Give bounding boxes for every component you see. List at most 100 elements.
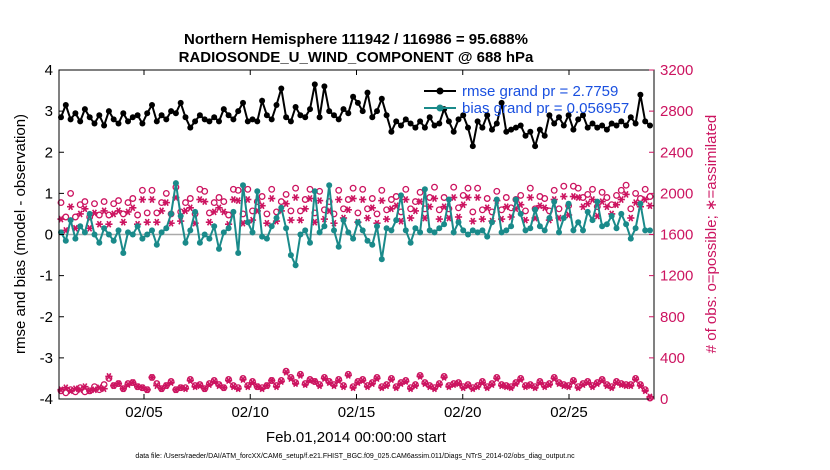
obs_assimilated-point: [282, 200, 290, 208]
rmse-point: [235, 108, 242, 115]
obs_bottom_assimilated-point: [387, 375, 395, 383]
obs_bottom_possible-point: [608, 383, 616, 391]
rmse-point: [326, 108, 333, 115]
obs_bottom_possible-point: [646, 394, 654, 402]
bias-point: [556, 229, 562, 236]
rmse-point: [331, 112, 337, 119]
obs_assimilated-point: [186, 204, 194, 212]
rmse-point: [623, 122, 630, 129]
bias-point: [311, 188, 318, 195]
obs_assimilated-point: [148, 196, 156, 204]
bias-point: [364, 237, 371, 244]
x-tick-label: 02/15: [338, 404, 376, 421]
obs_bottom_assimilated-point: [287, 374, 295, 382]
obs_assimilated-point: [301, 205, 309, 213]
plot-area: [57, 81, 654, 402]
obs_bottom_assimilated-point: [363, 383, 372, 391]
bias-point: [383, 225, 390, 232]
legend: rmse grand pr = 2.7759 bias grand pr = 0…: [424, 83, 629, 117]
obs_bottom_assimilated-point: [330, 382, 338, 390]
obs_possible-point: [560, 182, 568, 190]
obs_bottom_possible-point: [421, 379, 429, 387]
rmse-point: [589, 120, 596, 127]
obs_assimilated-point: [181, 207, 190, 215]
bias-point: [541, 227, 548, 234]
obs_bottom_assimilated-point: [474, 383, 482, 391]
obs_possible-point: [162, 189, 170, 197]
bias-point: [369, 241, 376, 248]
legend-rmse-marker: [436, 87, 444, 95]
obs_bottom_assimilated-point: [311, 377, 319, 386]
bias-point: [426, 227, 433, 234]
rmse-point: [216, 118, 222, 125]
obs_bottom_assimilated-point: [435, 381, 443, 389]
bias-point: [603, 221, 610, 228]
rmse-point: [484, 112, 491, 119]
obs_bottom_assimilated-point: [196, 382, 204, 390]
rmse-point: [263, 112, 270, 119]
obs_assimilated-point: [603, 203, 611, 211]
obs_assimilated-point: [95, 220, 103, 228]
obs_bottom_assimilated-point: [181, 385, 190, 393]
obs_bottom_assimilated-point: [201, 385, 209, 393]
obs_possible-point: [613, 191, 620, 199]
obs_bottom_possible-point: [239, 374, 247, 382]
obs_bottom_possible-point: [282, 367, 290, 375]
obs_possible-point: [517, 191, 525, 199]
obs_bottom_assimilated-point: [210, 377, 218, 386]
obs_assimilated-point: [76, 210, 84, 218]
bias-point: [254, 188, 261, 195]
obs_assimilated-point: [383, 215, 391, 223]
obs_assimilated-point: [210, 208, 218, 216]
obs_bottom_possible-point: [536, 378, 544, 385]
rmse-point: [469, 143, 476, 150]
obs_bottom_assimilated-point: [76, 386, 84, 394]
obs_bottom_assimilated-point: [421, 380, 429, 388]
obs_possible-point: [598, 188, 606, 196]
obs_assimilated-point: [292, 193, 300, 202]
obs_bottom_assimilated-point: [430, 385, 439, 393]
obs_bottom_assimilated-point: [584, 379, 592, 387]
bias-point: [177, 213, 184, 219]
obs_bottom_assimilated-point: [507, 384, 515, 392]
obs_bottom_assimilated-point: [325, 379, 333, 387]
obs_bottom_assimilated-point: [545, 381, 553, 389]
y-tick-label-right: 2800: [660, 103, 693, 120]
y-tick-label-right: 0: [660, 391, 668, 408]
bias-point: [560, 215, 567, 221]
bias-point: [287, 252, 294, 259]
bias-point: [474, 229, 481, 236]
rmse-point: [374, 108, 380, 115]
obs_bottom_assimilated-point: [100, 385, 108, 393]
obs_possible-point: [373, 210, 381, 218]
rmse-point: [479, 124, 486, 131]
obs_bottom_assimilated-point: [167, 379, 175, 387]
rmse-point: [364, 89, 371, 96]
bias-point: [316, 229, 323, 236]
obs_bottom_possible-point: [292, 379, 300, 387]
bias-point: [469, 227, 476, 234]
obs_assimilated-point: [287, 216, 295, 224]
bias-point: [62, 237, 69, 244]
obs_bottom_assimilated-point: [512, 380, 520, 388]
bias-point: [321, 223, 328, 230]
obs_bottom_assimilated-point: [81, 383, 89, 391]
bias-point: [263, 235, 270, 242]
bias-point: [115, 227, 122, 234]
obs_bottom_assimilated-point: [119, 385, 127, 393]
obs_possible-point: [632, 189, 640, 197]
obs_assimilated-point: [459, 201, 467, 209]
bias-point: [125, 229, 131, 236]
rmse-point: [647, 122, 653, 129]
obs_assimilated-point: [646, 202, 654, 210]
rmse-point: [149, 102, 155, 108]
obs_bottom_possible-point: [186, 376, 194, 383]
obs_bottom_assimilated-point: [71, 385, 79, 393]
obs_assimilated-point: [296, 216, 304, 224]
rmse-point: [62, 102, 69, 108]
obs_assimilated-point: [584, 200, 592, 208]
bias-point: [388, 227, 395, 234]
rmse-point: [273, 102, 280, 108]
x-tick-label: 02/25: [550, 404, 588, 421]
obs_bottom_assimilated-point: [550, 374, 558, 382]
